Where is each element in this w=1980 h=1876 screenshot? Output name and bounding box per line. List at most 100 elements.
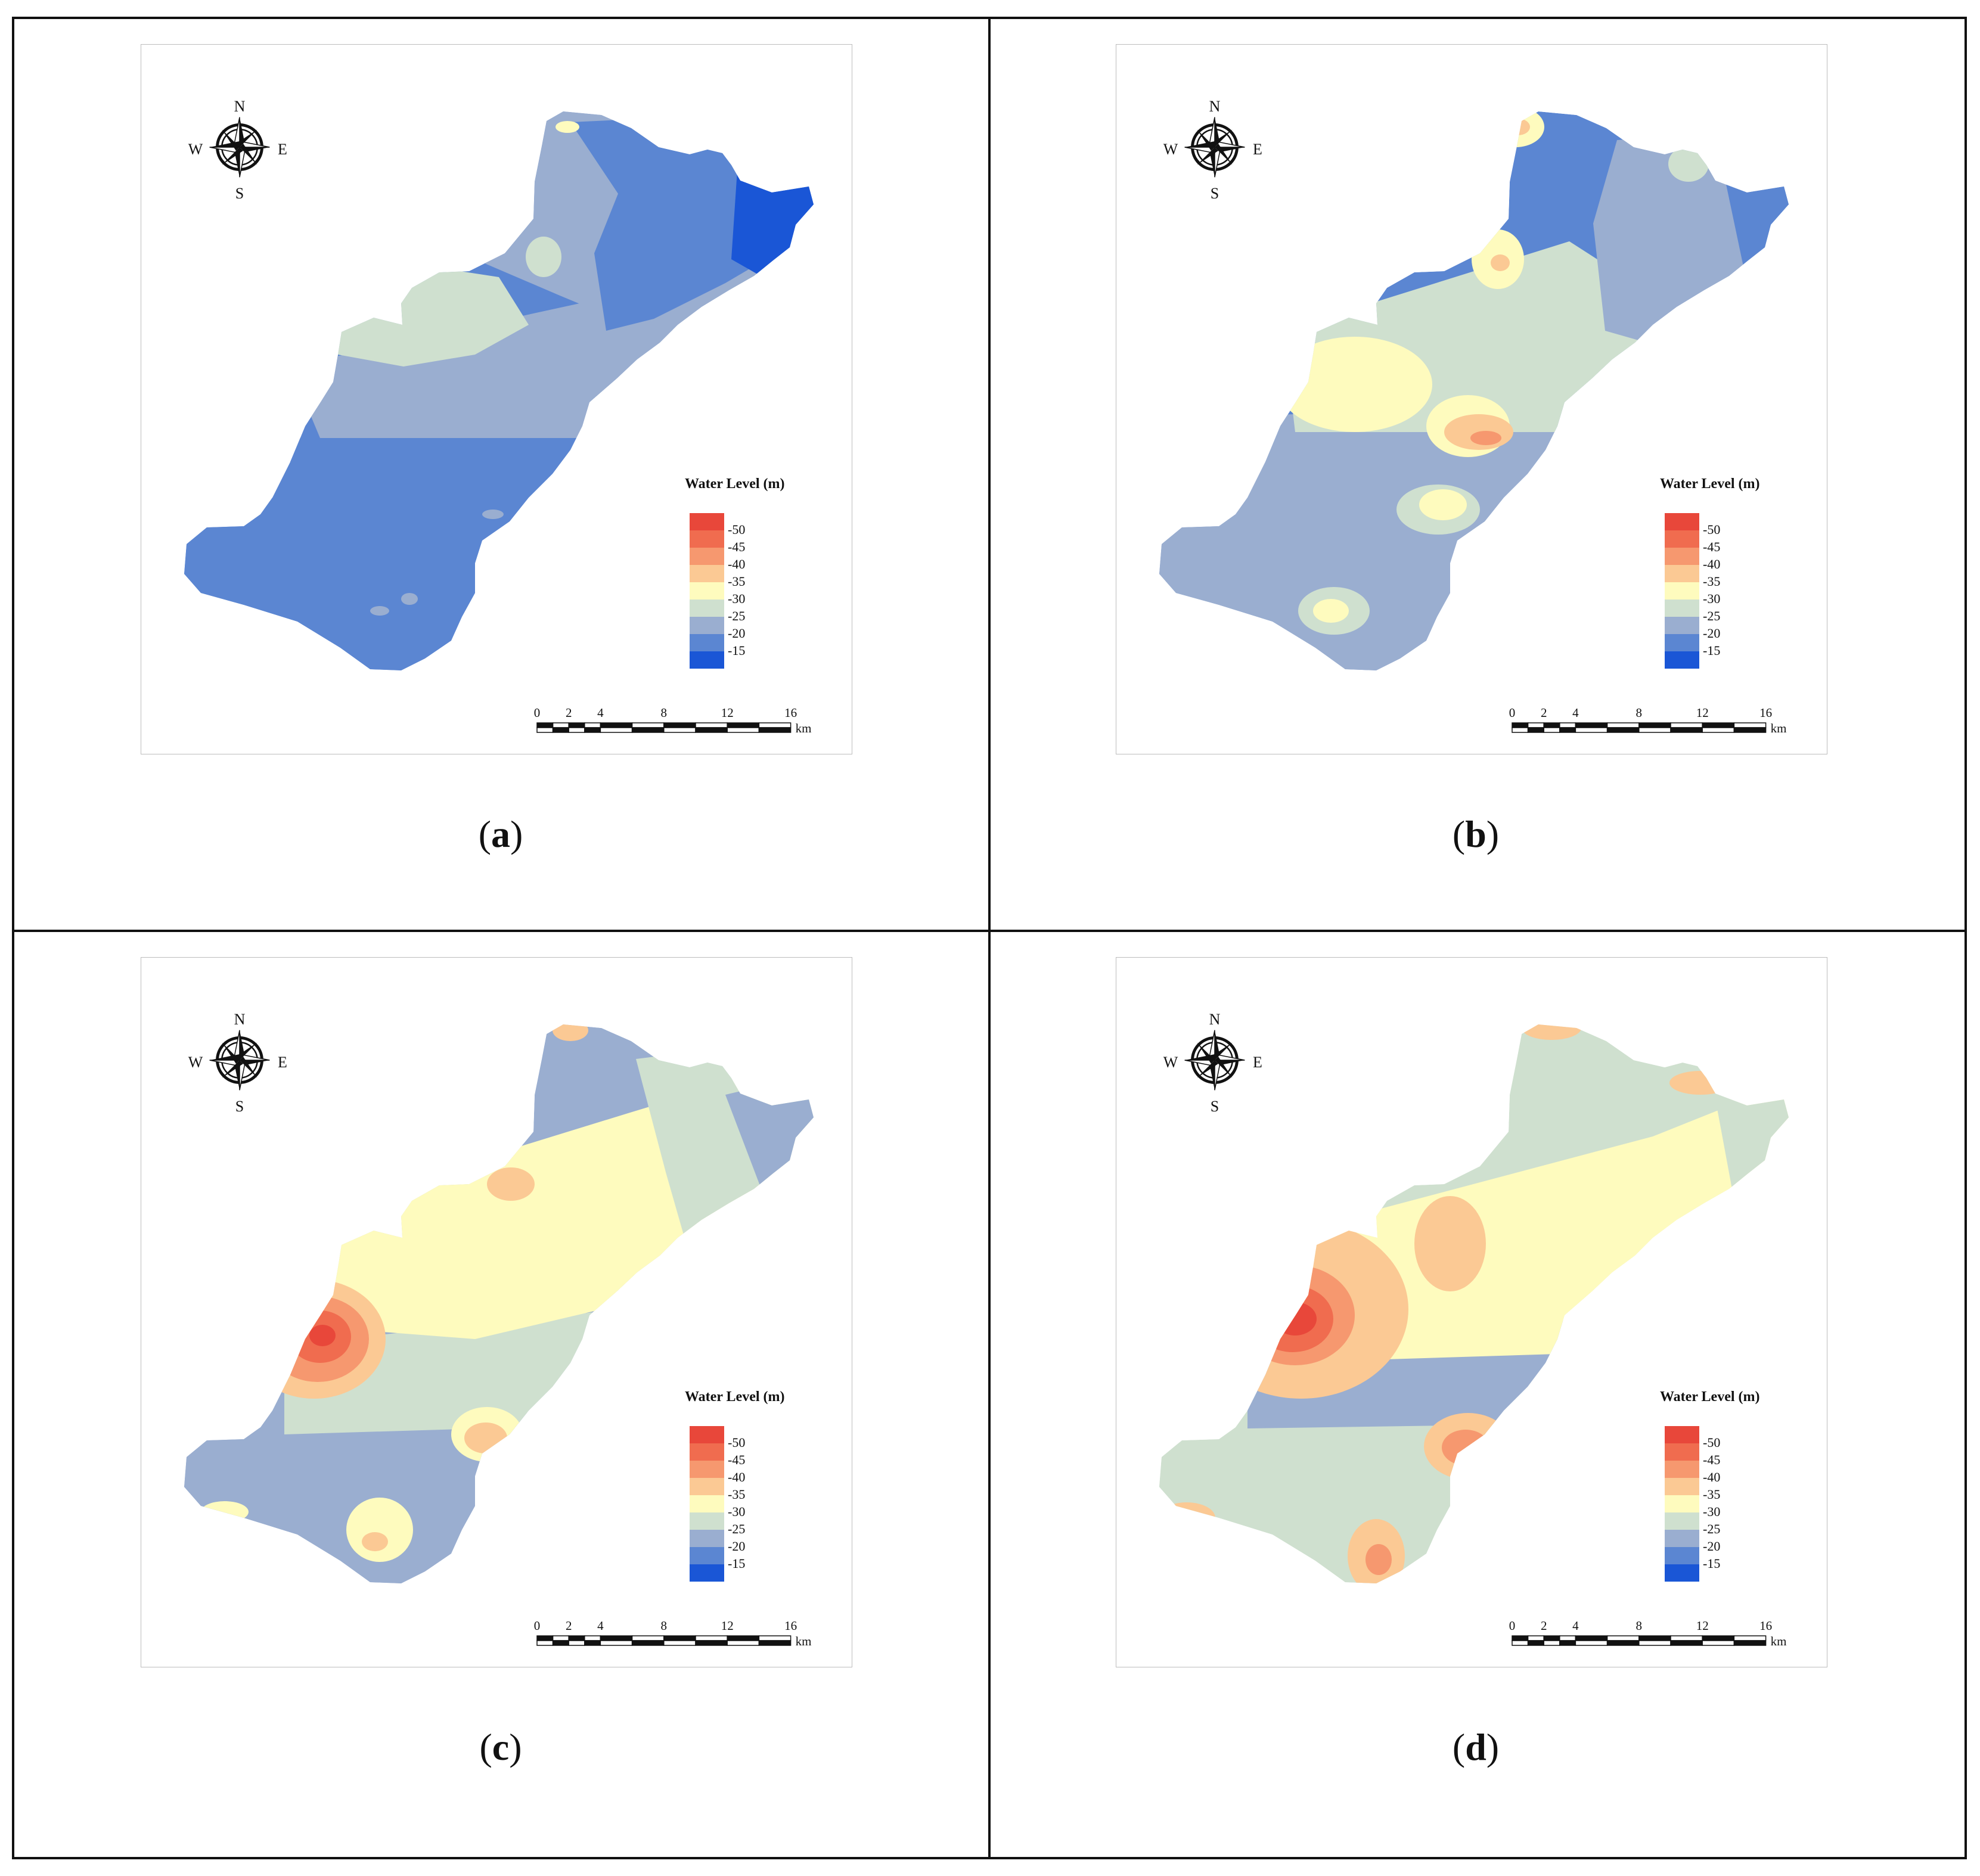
scale-bar-segment — [552, 727, 569, 733]
scale-bar-segment — [1733, 727, 1767, 733]
grid-divider-horizontal — [14, 930, 1965, 932]
compass-minor-point — [240, 1057, 257, 1078]
legend-title: Water Level (m) — [1660, 1389, 1760, 1405]
legend-label: -20 — [1703, 1539, 1720, 1554]
legend-swatch — [1665, 617, 1699, 634]
zone-spot — [370, 606, 389, 616]
legend-label: -30 — [728, 1504, 745, 1519]
scale-bar-segment — [1559, 722, 1576, 728]
scale-bar-segment — [584, 1640, 601, 1646]
legend-label: -40 — [1703, 557, 1720, 572]
scale-bar-segment — [695, 1640, 728, 1646]
compass-label-north: N — [1209, 1011, 1221, 1028]
compass-minor-point — [1197, 129, 1215, 151]
compass-label-south: S — [235, 1098, 244, 1115]
scale-bar-tick: 0 — [1509, 1619, 1516, 1633]
scale-bar-segment — [1606, 1640, 1640, 1646]
map-panel-c: N S E W Water Level (m) -50 -45 -40 -35 -30 -25 -20… — [12, 930, 989, 1847]
scale-bar-segment — [1606, 727, 1640, 733]
legend-swatch — [1665, 530, 1699, 548]
scale-bar-tick: 4 — [1572, 706, 1579, 720]
scale-bar-tick: 12 — [721, 706, 734, 720]
zone-minus-40-west — [1159, 1502, 1215, 1533]
legend-swatch — [690, 651, 724, 669]
scale-bar-tick: 8 — [1636, 1619, 1643, 1633]
legend-swatch — [690, 600, 724, 617]
compass-point — [240, 1030, 246, 1060]
water-level-map: N S E W Water Level (m) -50 -45 -40 -35 -30 -25 -20… — [1159, 98, 1789, 735]
scale-bar-segment — [536, 1640, 554, 1646]
water-level-map: N S E W Water Level (m) -50 -45 -40 -35 -30 -25 -20… — [184, 98, 814, 735]
scale-bar-segment — [584, 1635, 601, 1641]
legend-label: -15 — [728, 1556, 745, 1571]
compass-minor-point — [1197, 1060, 1218, 1078]
map-furniture: N S E W Water Level (m) -50 -45 -40 -35 -30 -25 -20… — [188, 1011, 812, 1648]
zone-minus-25-band — [290, 295, 678, 438]
legend-label: -50 — [728, 522, 745, 537]
scale-bar-tick: 12 — [1696, 706, 1709, 720]
compass-minor-point — [236, 1042, 257, 1060]
scale-bar-segment — [1702, 722, 1735, 728]
legend-swatch — [1665, 1547, 1699, 1564]
scale-bar-segment — [1575, 1640, 1608, 1646]
compass-minor-point — [1215, 1057, 1233, 1078]
zone-minus-30-spot — [526, 237, 561, 277]
legend-label: -25 — [728, 1521, 745, 1536]
scale-bar-segment — [568, 1635, 585, 1641]
scale-bar-segment — [536, 722, 554, 728]
legend-swatch — [690, 1478, 724, 1495]
compass-label-west: W — [1163, 1054, 1178, 1071]
scale-bar-segment — [663, 1640, 696, 1646]
scale-bar-tick: 16 — [1759, 1619, 1772, 1633]
scale-bar-segment — [568, 1640, 585, 1646]
legend-title: Water Level (m) — [685, 476, 785, 492]
legend-label: -45 — [728, 539, 745, 554]
scale-bar-segment — [1670, 1640, 1703, 1646]
legend-swatch — [690, 617, 724, 634]
panel-caption: (c) — [479, 1726, 522, 1768]
legend-label: -45 — [1703, 1452, 1720, 1467]
zone-minus-45-se — [1442, 1430, 1489, 1465]
scale-bar-unit: km — [796, 1634, 812, 1648]
scale-bar-segment — [663, 727, 696, 733]
zone-minus-35-spot — [555, 121, 579, 133]
scale-bar-segment — [552, 1640, 569, 1646]
zone-minus-35-north — [1487, 111, 1544, 147]
scale-bar-segment — [552, 722, 569, 728]
compass-point — [234, 1060, 240, 1091]
scale-bar-tick: 8 — [1636, 706, 1643, 720]
scale-bar-segment — [1512, 727, 1529, 733]
scale-bar-segment — [1527, 727, 1544, 733]
zone-minus-45-core — [1470, 431, 1501, 445]
legend-label: -35 — [1703, 1487, 1720, 1502]
scale-bar-segment — [1543, 727, 1560, 733]
zone-minus-35-se — [1419, 489, 1467, 520]
legend-label: -30 — [1703, 591, 1720, 606]
legend-label: -45 — [728, 1452, 745, 1467]
scale-bar-segment — [1527, 1640, 1544, 1646]
scale-bar-segment — [1575, 1635, 1608, 1641]
zone-minus-40-north-tip — [1522, 1024, 1581, 1040]
legend-label: -45 — [1703, 539, 1720, 554]
scale-bar-tick: 4 — [597, 1619, 604, 1633]
scale-bar-tick: 0 — [534, 706, 541, 720]
compass-point — [1215, 117, 1221, 147]
legend-swatch — [1665, 1564, 1699, 1582]
legend-label: -40 — [728, 1470, 745, 1484]
scale-bar-segment — [758, 1635, 792, 1641]
compass-point — [1209, 1060, 1215, 1091]
zone-spot — [401, 593, 418, 605]
scale-bar-segment — [536, 727, 554, 733]
zone-minus-30-ne — [731, 145, 743, 171]
legend-label: -50 — [728, 1435, 745, 1450]
legend-label: -20 — [728, 626, 745, 641]
scale-bar-segment — [631, 1635, 665, 1641]
compass-minor-point — [236, 129, 257, 147]
scale-bar-tick: 12 — [1696, 1619, 1709, 1633]
legend-swatch — [1665, 565, 1699, 582]
panel-caption: (a) — [478, 813, 523, 855]
zone-minus-35-south — [1313, 599, 1349, 623]
scale-bar-unit: km — [796, 721, 812, 735]
compass-minor-point — [1197, 147, 1218, 165]
zone-minus-40-se — [464, 1422, 507, 1453]
